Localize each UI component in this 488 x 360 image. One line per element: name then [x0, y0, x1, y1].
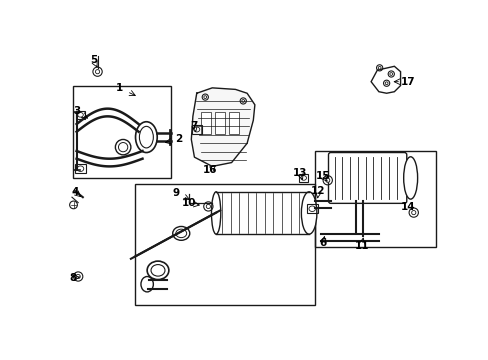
Text: 1: 1: [115, 83, 122, 93]
Circle shape: [203, 96, 206, 99]
Bar: [75, 164, 86, 173]
Circle shape: [411, 211, 415, 215]
Text: 4: 4: [71, 187, 79, 197]
Text: 8: 8: [69, 273, 76, 283]
Circle shape: [95, 69, 100, 74]
Text: 10: 10: [182, 198, 196, 208]
Ellipse shape: [301, 192, 316, 234]
Circle shape: [76, 274, 80, 279]
Circle shape: [206, 204, 210, 208]
Circle shape: [385, 82, 387, 85]
Text: 11: 11: [354, 241, 368, 251]
Text: 12: 12: [310, 186, 325, 196]
Bar: [200, 112, 211, 134]
Circle shape: [389, 73, 392, 75]
Bar: [214, 112, 225, 134]
Bar: [315, 151, 435, 247]
Text: 15: 15: [315, 171, 330, 181]
Ellipse shape: [172, 226, 189, 240]
Bar: [135, 184, 315, 305]
Text: 5: 5: [90, 55, 97, 65]
Text: 16: 16: [202, 165, 217, 175]
Ellipse shape: [147, 261, 168, 280]
FancyBboxPatch shape: [328, 153, 406, 203]
Polygon shape: [370, 66, 400, 93]
Bar: [73, 86, 171, 178]
Bar: [306, 204, 317, 213]
Ellipse shape: [141, 276, 153, 292]
Text: 9: 9: [172, 188, 179, 198]
Bar: [299, 174, 308, 182]
Circle shape: [378, 67, 380, 69]
Bar: [228, 112, 239, 134]
Polygon shape: [191, 88, 254, 166]
Text: 7: 7: [190, 121, 198, 131]
Text: 2: 2: [175, 134, 182, 144]
Bar: [191, 125, 202, 134]
Circle shape: [242, 100, 244, 102]
Text: 13: 13: [292, 167, 306, 177]
Ellipse shape: [211, 192, 220, 234]
Text: 17: 17: [400, 77, 415, 87]
Ellipse shape: [403, 157, 417, 199]
Text: 14: 14: [400, 202, 415, 212]
Bar: [76, 111, 85, 119]
Text: 3: 3: [73, 106, 80, 116]
Ellipse shape: [135, 122, 157, 153]
Circle shape: [325, 178, 329, 182]
Text: 6: 6: [319, 238, 326, 248]
